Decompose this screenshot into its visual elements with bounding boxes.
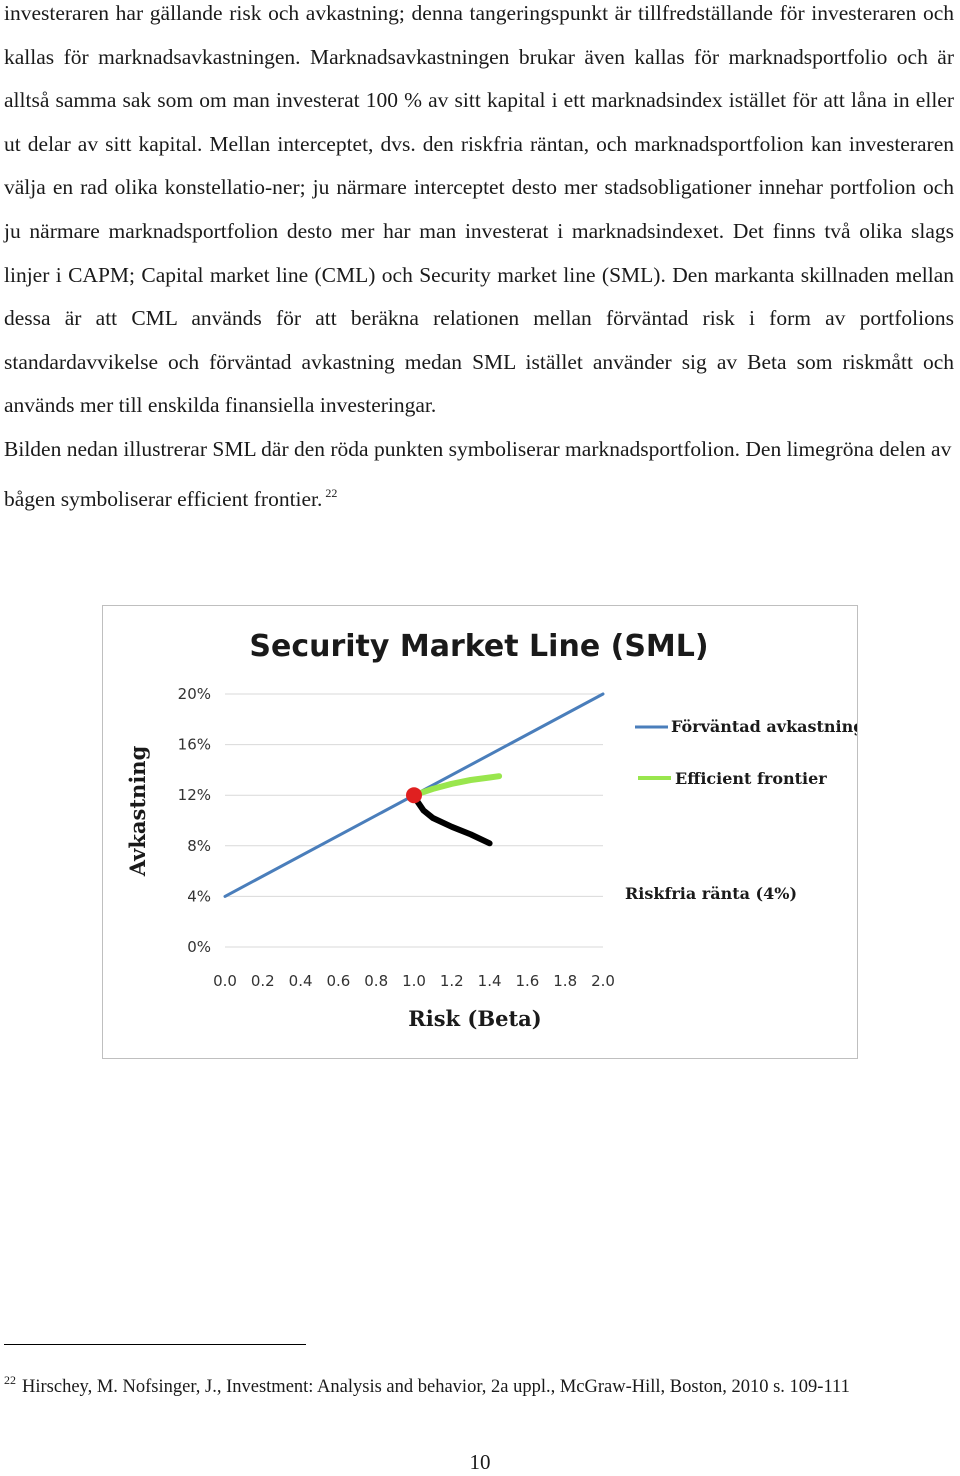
page-number: 10 bbox=[469, 1450, 491, 1474]
x-tick-label: 1.4 bbox=[478, 972, 502, 990]
legend-label-forvantad: Förväntad avkastning bbox=[671, 717, 857, 736]
x-tick-label: 1.2 bbox=[440, 972, 464, 990]
sml-chart-figure: Security Market Line (SML) 0% 4% 8% 12% 16% 2… bbox=[102, 605, 858, 1059]
chart-grid bbox=[225, 693, 603, 948]
footnote-text: Hirschey, M. Nofsinger, J., Investment: … bbox=[22, 1377, 850, 1397]
y-tick-label: 4% bbox=[187, 887, 211, 905]
y-tick-labels: 0% 4% 8% 12% 16% 20% bbox=[178, 685, 211, 956]
x-tick-label: 0.8 bbox=[364, 972, 388, 990]
body-text: investeraren har gällande risk och avkas… bbox=[4, 0, 954, 521]
y-axis-label: Avkastning bbox=[125, 745, 150, 877]
chart-title: Security Market Line (SML) bbox=[249, 629, 708, 664]
footnote: 22 Hirschey, M. Nofsinger, J., Investment… bbox=[4, 1362, 958, 1405]
x-tick-labels: 0.0 0.2 0.4 0.6 0.8 1.0 1.2 1.4 1.6 1.8 2.0 bbox=[213, 972, 615, 990]
chart-series bbox=[223, 692, 605, 898]
annotation-riskfria-ranta: Riskfria ränta (4%) bbox=[625, 884, 797, 903]
footnote-separator bbox=[4, 1344, 306, 1345]
x-tick-label: 1.8 bbox=[553, 972, 577, 990]
x-axis-label: Risk (Beta) bbox=[408, 1006, 541, 1031]
y-tick-label: 16% bbox=[178, 736, 211, 754]
paragraph: investeraren har gällande risk och avkas… bbox=[4, 1, 954, 418]
series-line-lower-curve bbox=[411, 793, 493, 847]
x-tick-label: 1.0 bbox=[402, 972, 426, 990]
paragraph-text: Bilden nedan illustrerar SML där den röd… bbox=[4, 436, 952, 511]
y-tick-label: 0% bbox=[187, 938, 211, 956]
sml-chart: Security Market Line (SML) 0% 4% 8% 12% 16% 2… bbox=[125, 629, 857, 1031]
x-tick-label: 0.6 bbox=[326, 972, 350, 990]
y-tick-label: 20% bbox=[178, 685, 211, 703]
series-line-efficient-frontier bbox=[411, 773, 503, 799]
footnote-number: 22 bbox=[4, 1373, 16, 1387]
x-tick-label: 0.2 bbox=[251, 972, 275, 990]
market-portfolio-point bbox=[406, 787, 422, 804]
footnote-marker[interactable]: 22 bbox=[325, 485, 338, 500]
legend-label-efficient-frontier: Efficient frontier bbox=[675, 769, 827, 788]
y-tick-label: 8% bbox=[187, 837, 211, 855]
y-tick-label: 12% bbox=[178, 786, 211, 804]
x-tick-label: 2.0 bbox=[591, 972, 615, 990]
x-tick-label: 0.4 bbox=[289, 972, 313, 990]
x-tick-label: 1.6 bbox=[515, 972, 539, 990]
x-tick-label: 0.0 bbox=[213, 972, 237, 990]
paragraph: Bilden nedan illustrerar SML där den röd… bbox=[4, 428, 954, 521]
chart-legend: Förväntad avkastning Efficient frontier bbox=[635, 717, 857, 788]
